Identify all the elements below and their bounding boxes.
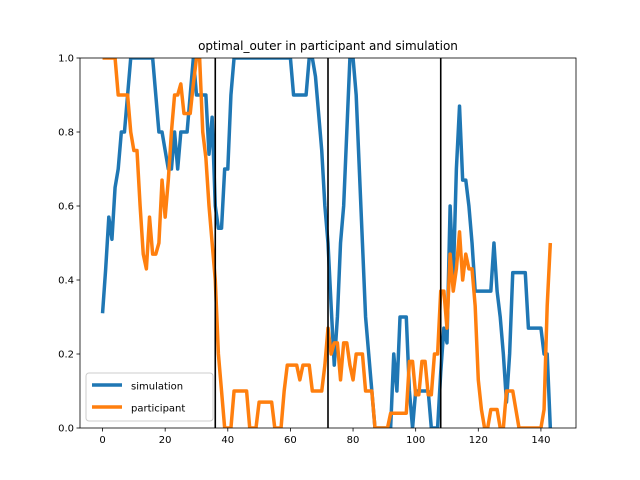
x-tick-label: 80 [347, 435, 360, 446]
y-tick-label: 0.8 [58, 128, 74, 139]
x-tick-label: 0 [99, 435, 105, 446]
vertical-lines [214, 58, 442, 428]
x-tick-label: 60 [284, 435, 297, 446]
x-tick-label: 100 [406, 435, 425, 446]
y-axis: 0.0 0.2 0.4 0.6 0.8 1.0 [58, 54, 80, 435]
x-tick-label: 40 [221, 435, 234, 446]
series-line-simulation [100, 58, 553, 428]
legend: simulation participant [85, 372, 214, 422]
legend-label-participant: participant [131, 404, 185, 415]
y-tick-label: 0.4 [58, 276, 74, 287]
y-tick-label: 0.2 [58, 350, 74, 361]
x-tick-label: 140 [531, 435, 550, 446]
y-tick-label: 0.6 [58, 202, 74, 213]
plot-frame [79, 57, 577, 429]
y-tick-label: 1.0 [58, 54, 74, 65]
x-axis: 0 20 40 60 80 100 120 140 [99, 428, 550, 446]
chart-title: optimal_outer in participant and simulat… [198, 39, 458, 53]
x-tick-label: 20 [159, 435, 172, 446]
x-tick-label: 120 [469, 435, 488, 446]
y-tick-label: 0.0 [58, 424, 74, 435]
legend-label-simulation: simulation [131, 382, 183, 393]
